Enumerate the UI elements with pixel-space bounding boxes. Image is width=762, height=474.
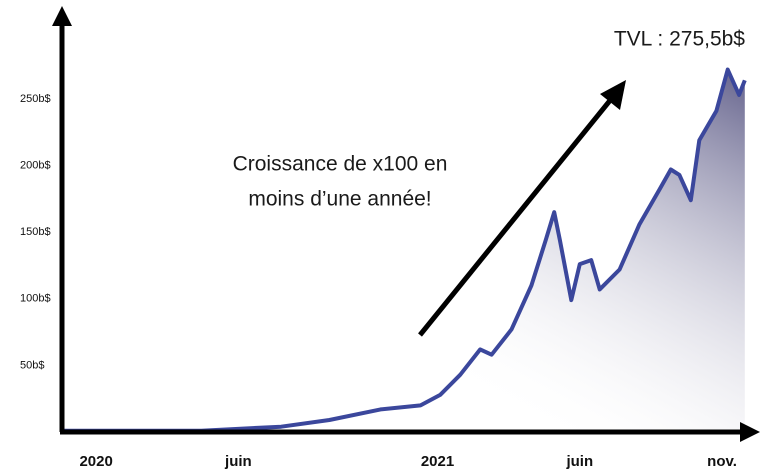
trend-arrow-head	[600, 80, 626, 110]
y-tick-label: 200b$	[20, 159, 51, 171]
y-axis-arrow	[52, 6, 72, 26]
x-tick-label: nov.	[707, 453, 737, 470]
growth-annotation: moins d’une année!	[248, 188, 431, 211]
x-tick-label: juin	[224, 453, 252, 470]
x-tick-label: 2020	[79, 453, 112, 470]
x-tick-label: 2021	[421, 453, 454, 470]
y-tick-label: 100b$	[20, 293, 51, 305]
area	[62, 69, 745, 432]
plot-area	[62, 67, 747, 433]
tvl-annotation: TVL : 275,5b$	[614, 28, 745, 51]
trend-arrow	[418, 96, 614, 337]
x-axis-arrow	[740, 422, 760, 442]
x-tick-label: juin	[565, 453, 593, 470]
y-tick-label: 250b$	[20, 93, 51, 105]
line	[62, 67, 747, 433]
y-tick-label: 150b$	[20, 226, 51, 238]
growth-annotation: Croissance de x100 en	[233, 153, 448, 176]
y-tick-label: 50b$	[20, 359, 44, 371]
